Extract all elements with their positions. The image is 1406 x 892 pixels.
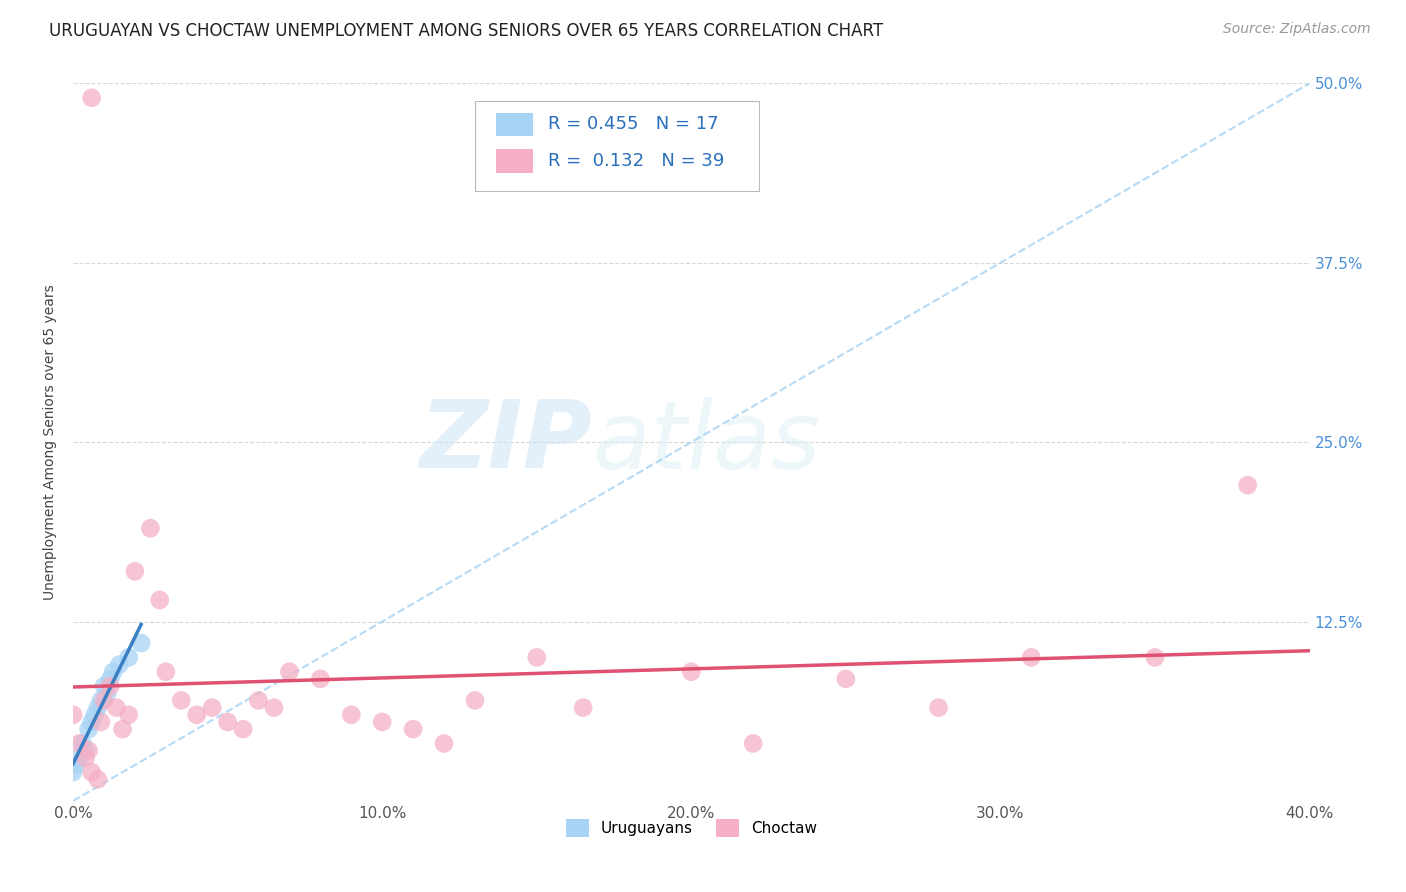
Point xyxy=(80,714,103,729)
Point xyxy=(309,672,332,686)
Point xyxy=(75,744,97,758)
Legend: Uruguayans, Choctaw: Uruguayans, Choctaw xyxy=(560,813,823,844)
Point xyxy=(278,665,301,679)
Text: R =  0.132   N = 39: R = 0.132 N = 39 xyxy=(548,152,724,169)
Point xyxy=(80,91,103,105)
Point xyxy=(98,672,121,686)
Point xyxy=(247,693,270,707)
Point xyxy=(93,693,115,707)
Point xyxy=(371,714,394,729)
Point xyxy=(65,758,87,772)
Point xyxy=(170,693,193,707)
Point xyxy=(572,700,595,714)
Point xyxy=(103,665,125,679)
Point xyxy=(118,650,141,665)
Point xyxy=(108,657,131,672)
FancyBboxPatch shape xyxy=(475,102,759,191)
Point xyxy=(263,700,285,714)
Point xyxy=(83,707,105,722)
Point xyxy=(72,737,94,751)
Point xyxy=(742,737,765,751)
Point xyxy=(155,665,177,679)
Point xyxy=(77,744,100,758)
FancyBboxPatch shape xyxy=(496,149,533,173)
Point xyxy=(139,521,162,535)
Point xyxy=(201,700,224,714)
Point xyxy=(232,722,254,736)
Point xyxy=(402,722,425,736)
Point xyxy=(217,714,239,729)
Point xyxy=(67,751,90,765)
Point xyxy=(93,679,115,693)
Point xyxy=(149,593,172,607)
Point xyxy=(928,700,950,714)
Point xyxy=(526,650,548,665)
Point xyxy=(186,707,208,722)
Text: ZIP: ZIP xyxy=(419,396,592,488)
Point xyxy=(105,700,128,714)
Point xyxy=(1143,650,1166,665)
Point xyxy=(118,707,141,722)
Point xyxy=(340,707,363,722)
FancyBboxPatch shape xyxy=(496,112,533,136)
Point xyxy=(90,693,112,707)
Text: R = 0.455   N = 17: R = 0.455 N = 17 xyxy=(548,115,718,134)
Text: atlas: atlas xyxy=(592,397,821,488)
Point xyxy=(62,765,84,780)
Point xyxy=(464,693,486,707)
Point xyxy=(124,564,146,578)
Point xyxy=(1236,478,1258,492)
Point xyxy=(681,665,703,679)
Point xyxy=(111,722,134,736)
Text: Source: ZipAtlas.com: Source: ZipAtlas.com xyxy=(1223,22,1371,37)
Point xyxy=(62,707,84,722)
Point xyxy=(98,679,121,693)
Point xyxy=(1021,650,1043,665)
Point xyxy=(87,772,110,787)
Point xyxy=(129,636,152,650)
Y-axis label: Unemployment Among Seniors over 65 years: Unemployment Among Seniors over 65 years xyxy=(44,285,58,600)
Point xyxy=(87,700,110,714)
Point xyxy=(75,751,97,765)
Text: URUGUAYAN VS CHOCTAW UNEMPLOYMENT AMONG SENIORS OVER 65 YEARS CORRELATION CHART: URUGUAYAN VS CHOCTAW UNEMPLOYMENT AMONG … xyxy=(49,22,883,40)
Point xyxy=(90,714,112,729)
Point xyxy=(77,722,100,736)
Point xyxy=(835,672,858,686)
Point xyxy=(67,737,90,751)
Point xyxy=(96,686,118,700)
Point xyxy=(80,765,103,780)
Point xyxy=(433,737,456,751)
